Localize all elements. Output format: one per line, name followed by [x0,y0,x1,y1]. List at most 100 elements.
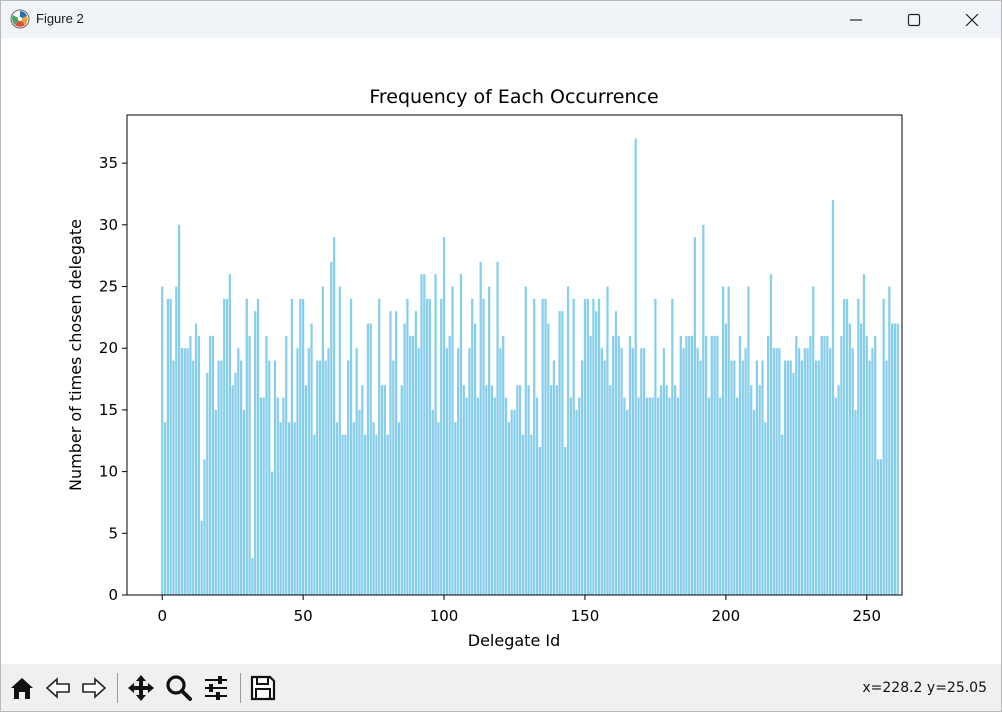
bar [330,261,333,595]
bar [431,409,434,595]
forward-button[interactable] [77,671,111,705]
close-button[interactable] [943,1,1001,38]
bar [597,298,601,595]
close-icon [965,13,979,27]
bar [547,323,550,595]
bar [685,335,688,595]
bar [767,335,770,595]
bar [347,360,350,595]
move-icon [128,675,154,701]
bar [395,311,398,595]
bar [318,360,322,595]
bar [304,385,308,595]
save-button[interactable] [246,671,280,705]
bar [245,298,248,595]
bar [885,360,888,595]
bar [882,298,885,595]
bar [668,397,671,595]
bar [400,385,403,595]
bar [240,360,243,595]
bar [262,397,265,595]
bar [628,335,632,595]
home-icon [11,678,33,699]
bar [564,446,567,595]
bar [496,261,499,595]
bar [409,335,412,595]
bar [242,409,246,595]
minimize-button[interactable] [827,1,885,38]
bar [428,298,432,595]
bar [468,348,471,595]
bar [888,286,891,595]
bar [321,286,324,595]
floppy-disk-icon [250,675,276,701]
bar [862,274,866,595]
bar [378,298,381,595]
home-button[interactable] [5,671,39,705]
bar [434,274,437,595]
bar [192,360,195,595]
bar [271,471,274,595]
bar [738,335,742,595]
bar [829,348,832,595]
bar [645,397,649,595]
bar [809,335,812,595]
title-bar[interactable]: Figure 2 [1,1,1001,38]
bar [251,557,254,595]
bar-chart[interactable]: Frequency of Each Occurrence 0 50 100 150 20… [1,38,1001,664]
bar [845,298,849,595]
configure-subplots-button[interactable] [199,671,233,705]
bar [161,286,164,595]
back-button[interactable] [41,671,75,705]
bar [448,335,451,595]
bar [538,446,541,595]
bar [335,422,339,595]
bar [648,397,651,595]
bar [163,422,167,595]
bar [865,335,868,595]
bar [172,360,175,595]
bar [769,274,773,595]
bar [535,397,539,595]
bar [206,372,209,595]
figure-canvas[interactable]: Frequency of Each Occurrence 0 50 100 150 20… [1,38,1001,664]
bar [631,348,634,595]
bar [383,385,386,595]
bar [761,360,764,595]
bar [282,397,285,595]
bar [403,323,406,595]
bar [440,298,443,595]
bar [375,434,378,595]
bar [389,311,392,595]
bar [747,286,750,595]
bar [834,397,837,595]
bar [180,348,184,595]
bar [812,286,815,595]
bar [893,323,897,595]
x-tick-label: 50 [294,607,313,625]
bar [358,409,361,595]
bar [831,200,835,595]
bar [273,360,277,595]
bar [290,298,293,595]
bar [344,434,347,595]
pan-button[interactable] [124,671,158,705]
bar [231,385,234,595]
maximize-button[interactable] [885,1,943,38]
window-title: Figure 2 [36,11,84,26]
bar [654,298,657,595]
bar [220,360,223,595]
bar [874,335,877,595]
bar [679,335,682,595]
bar [724,323,727,595]
x-axis-ticks: 0 50 100 150 200 250 [157,595,881,625]
bar [860,323,863,595]
zoom-button[interactable] [162,671,196,705]
bar [843,298,846,595]
bar [688,335,691,595]
bar [806,348,809,595]
bar [665,385,668,595]
bar [507,422,510,595]
bar [386,434,389,595]
bar [223,298,226,595]
